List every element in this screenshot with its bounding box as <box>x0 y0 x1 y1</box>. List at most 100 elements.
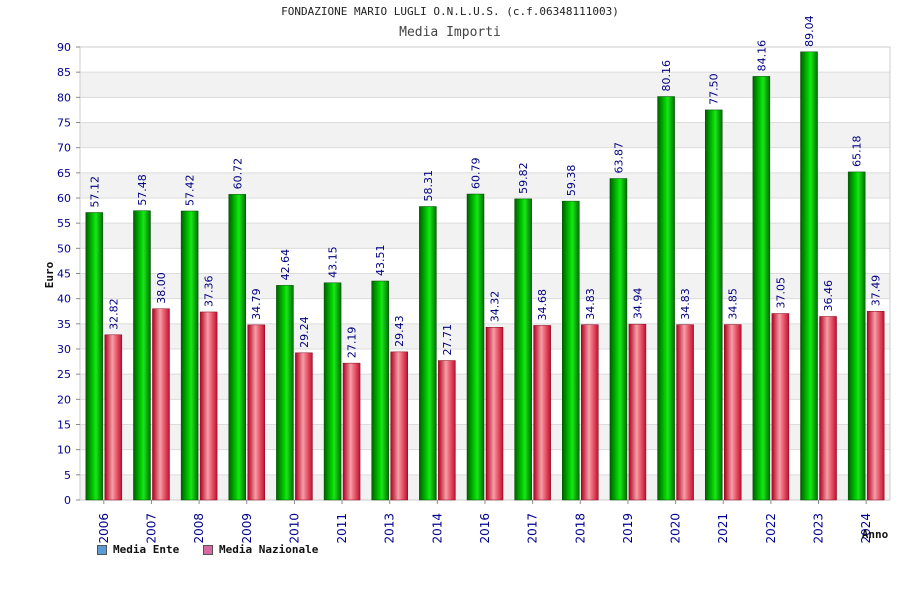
bar-media-nazionale <box>533 325 551 501</box>
legend-item-media-ente: Media Ente <box>97 543 179 556</box>
bar-media-nazionale <box>247 324 266 501</box>
data-label: 34.32 <box>489 291 502 323</box>
y-tick-label: 85 <box>57 66 71 79</box>
y-tick-label: 40 <box>57 293 71 306</box>
x-tick-label: 2014 <box>430 513 444 544</box>
bar-media-ente <box>847 171 866 501</box>
bar-media-ente <box>85 212 104 501</box>
bar-media-nazionale <box>485 327 504 501</box>
data-label: 58.31 <box>422 170 435 202</box>
data-label: 80.16 <box>660 60 673 92</box>
data-label: 38.00 <box>155 272 168 304</box>
bar-media-ente <box>419 206 437 501</box>
data-label: 36.46 <box>822 280 835 312</box>
data-label: 37.36 <box>203 275 216 307</box>
data-label: 57.42 <box>184 174 197 206</box>
y-tick-label: 70 <box>57 142 71 155</box>
y-tick-label: 10 <box>57 444 71 457</box>
bar-media-ente <box>180 210 199 501</box>
bar-media-ente <box>704 109 723 501</box>
x-tick-label: 2022 <box>764 513 778 544</box>
data-label: 34.68 <box>536 289 549 321</box>
data-label: 63.87 <box>612 142 625 174</box>
data-label: 57.48 <box>136 174 149 206</box>
y-tick-label: 60 <box>57 192 71 205</box>
data-label: 37.05 <box>774 277 787 309</box>
x-tick-label: 2024 <box>859 513 873 544</box>
data-label: 34.83 <box>584 288 597 320</box>
y-tick-label: 30 <box>57 343 71 356</box>
data-label: 34.83 <box>679 288 692 320</box>
bar-media-nazionale <box>866 311 885 501</box>
data-label: 59.82 <box>517 162 530 194</box>
bar-media-nazionale <box>342 362 361 501</box>
chart-subtitle: Media Importi <box>399 25 501 40</box>
y-tick-label: 50 <box>57 242 71 255</box>
x-tick-label: 2009 <box>240 513 254 544</box>
bar-media-ente <box>514 198 532 501</box>
x-tick-label: 2018 <box>573 513 587 544</box>
data-label: 37.49 <box>870 275 883 307</box>
data-label: 32.82 <box>107 298 120 330</box>
x-tick-label: 2013 <box>383 513 397 544</box>
data-label: 60.79 <box>470 158 483 190</box>
y-tick-label: 55 <box>57 217 71 230</box>
data-label: 60.72 <box>231 158 244 190</box>
bar-media-nazionale <box>152 308 170 501</box>
y-axis: 0 5 10 15 20 25 30 35 40 45 50 55 60 65 70 75 80 85 90 <box>57 41 80 507</box>
data-label: 43.51 <box>374 244 387 276</box>
bars: 57.12 32.82 57.48 38.00 57.42 37.36 60.72 34.79… <box>85 15 885 501</box>
bar-media-ente <box>657 96 675 501</box>
data-label: 27.71 <box>441 324 454 356</box>
data-label: 77.50 <box>708 73 721 105</box>
data-label: 84.16 <box>755 40 768 72</box>
bar-media-ente <box>133 210 151 501</box>
bar-media-ente <box>562 200 580 501</box>
bar-media-ente <box>276 285 294 501</box>
bar-media-nazionale <box>819 316 837 501</box>
bar-media-ente <box>371 280 389 501</box>
bar-media-ente <box>466 193 485 501</box>
x-tick-label: 2007 <box>144 513 158 544</box>
data-label: 43.15 <box>327 246 340 278</box>
y-tick-label: 15 <box>57 419 71 432</box>
data-label: 29.43 <box>393 315 406 347</box>
y-tick-label: 90 <box>57 41 71 54</box>
legend-swatch-media-nazionale <box>203 544 213 555</box>
bar-media-nazionale <box>438 360 456 501</box>
bar-media-nazionale <box>295 352 313 501</box>
data-label: 27.19 <box>346 327 359 359</box>
bar-media-nazionale <box>199 311 218 501</box>
data-label: 42.64 <box>279 249 292 281</box>
y-tick-label: 45 <box>57 268 71 281</box>
legend-label-media-ente: Media Ente <box>113 543 180 556</box>
data-label: 29.24 <box>298 316 311 348</box>
y-axis-label: Euro <box>43 261 56 288</box>
data-label: 89.04 <box>803 15 816 47</box>
x-tick-label: 2020 <box>669 513 683 544</box>
x-tick-label: 2023 <box>812 513 826 544</box>
legend-swatch-media-ente <box>97 544 107 555</box>
x-tick-label: 2019 <box>621 513 635 544</box>
y-tick-label: 0 <box>64 494 71 507</box>
bar-media-nazionale <box>628 323 647 501</box>
chart-title: FONDAZIONE MARIO LUGLI O.N.L.U.S. (c.f.0… <box>281 5 619 18</box>
bar-media-ente <box>800 51 818 501</box>
x-tick-label: 2011 <box>335 513 349 544</box>
y-tick-label: 25 <box>57 368 71 381</box>
data-label: 57.12 <box>88 176 101 208</box>
y-tick-label: 80 <box>57 91 71 104</box>
bar-media-ente <box>228 194 247 501</box>
bar-media-nazionale <box>104 334 123 501</box>
x-tick-label: 2017 <box>526 513 540 544</box>
data-label: 34.85 <box>727 288 740 320</box>
x-tick-label: 2010 <box>287 513 301 544</box>
bar-media-ente <box>609 178 628 501</box>
x-tick-label: 2021 <box>716 513 730 544</box>
y-tick-label: 20 <box>57 393 71 406</box>
data-label: 59.38 <box>565 165 578 197</box>
bar-media-nazionale <box>771 313 790 501</box>
plot-band <box>80 47 890 73</box>
bar-media-nazionale <box>581 324 599 501</box>
